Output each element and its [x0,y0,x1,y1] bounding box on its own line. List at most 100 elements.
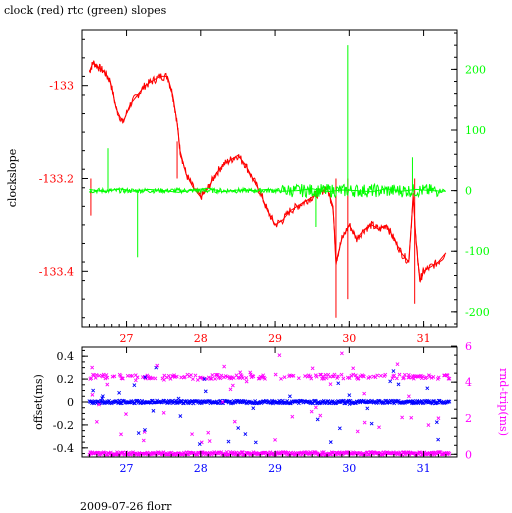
roundtrip-point [105,375,110,380]
roundtrip-outlier [356,377,360,381]
roundtrip-outlier [426,423,431,427]
roundtrip-point [353,373,358,378]
roundtrip-point [320,374,325,379]
roundtrip-outlier [318,413,323,418]
roundtrip-point [213,376,217,381]
roundtrip-point [397,372,402,377]
roundtrip-point [309,376,314,381]
offset-outlier [396,382,401,387]
clock-noise-line [88,60,446,283]
y-tick-label: 0.4 [57,350,75,363]
roundtrip-point [251,374,256,379]
offset-outlier [91,388,96,393]
roundtrip-point [210,373,215,377]
offset-outlier [100,396,105,401]
offset-outlier [436,437,441,442]
x-tick-label: 27 [120,332,134,345]
roundtrip-band-points [87,372,452,457]
offset-point [447,399,452,404]
roundtrip-point [402,375,406,380]
roundtrip-point [273,372,278,377]
offset-outlier [347,402,352,406]
roundtrip-outlier [277,353,282,358]
roundtrip-outlier [161,377,166,382]
roundtrip-outlier [339,351,344,356]
roundtrip-point [135,375,140,380]
roundtrip-point [219,373,224,378]
y-tick-label: 0.2 [57,373,75,386]
roundtrip-outlier [90,392,95,397]
offset-outlier [178,414,183,418]
roundtrip-outlier [161,410,166,415]
roundtrip-point [436,375,441,380]
y-tick-label: -133.4 [39,265,74,278]
offset-outlier [411,398,415,403]
offset-point [230,401,235,406]
offset-outlier [226,439,231,444]
roundtrip-point [361,374,366,379]
clockslope-axis-label: clockslope [6,149,19,207]
offset-outlier [203,389,208,394]
y-tick-label: -0.4 [53,442,74,455]
offset-outlier [117,390,122,395]
offset-outlier [151,408,156,413]
roundtrip-point [89,376,94,381]
footer-date-host: 2009-07-26 florr [80,500,172,513]
clock-series-line [88,61,447,281]
roundtrip-point [347,376,352,381]
clock-noise-trace [88,60,446,318]
bottom-y-ticks: 0.4 0.2 0 -0.2 -0.4 [53,349,88,455]
roundtrip-outlier [105,382,110,387]
offset-point [173,398,178,403]
roundtrip-outlier [328,382,333,387]
y2-tick-label: 0 [465,185,472,198]
roundtrip-outlier [94,419,99,424]
roundtrip-point [93,375,98,380]
roundtrip-outlier [377,425,381,430]
roundtrip-point [279,376,283,381]
roundtrip-axis-label: rnd-trip(ms) [497,368,510,436]
roundtrip-outlier [248,370,253,375]
roundtrip-point [296,376,301,381]
y2-tick-label: 2 [465,412,472,425]
roundtrip-point [431,375,436,379]
x-tick-label: 31 [417,332,431,345]
roundtrip-outlier [400,415,405,420]
x-tick-label: 30 [342,332,356,345]
top-x-ticks: 27 28 29 30 31 [88,30,447,345]
offset-outlier [253,440,258,445]
roundtrip-point [339,372,344,377]
roundtrip-outlier [309,409,314,414]
offset-outlier [434,420,439,425]
roundtrip-point [394,376,399,381]
roundtrip-outlier [206,430,211,435]
roundtrip-point [170,374,175,379]
roundtrip-point [303,374,307,378]
roundtrip-point [318,372,323,377]
roundtrip-point [244,375,249,380]
y2-tick-label: -100 [465,245,490,258]
x-tick-label: 29 [268,462,282,475]
offset-outlier [202,377,207,382]
roundtrip-outlier [155,363,160,368]
roundtrip-outlier [395,362,400,367]
offset-outlier [243,432,248,437]
offset-outlier [132,383,137,388]
roundtrip-point [263,376,267,381]
roundtrip-outlier [124,412,128,417]
offset-band-points [87,398,452,406]
roundtrip-outlier [273,437,277,442]
roundtrip-point [368,374,373,379]
roundtrip-point [209,376,214,381]
offset-outlier [369,421,374,426]
offset-outlier [136,431,141,435]
x-tick-label: 30 [342,462,356,475]
offset-outlier [154,365,159,370]
y-tick-label: 0 [67,396,74,409]
offset-outlier [425,386,430,391]
roundtrip-point [336,374,340,379]
roundtrip-point [94,372,99,377]
roundtrip-outlier [220,400,225,404]
roundtrip-point [378,373,383,378]
